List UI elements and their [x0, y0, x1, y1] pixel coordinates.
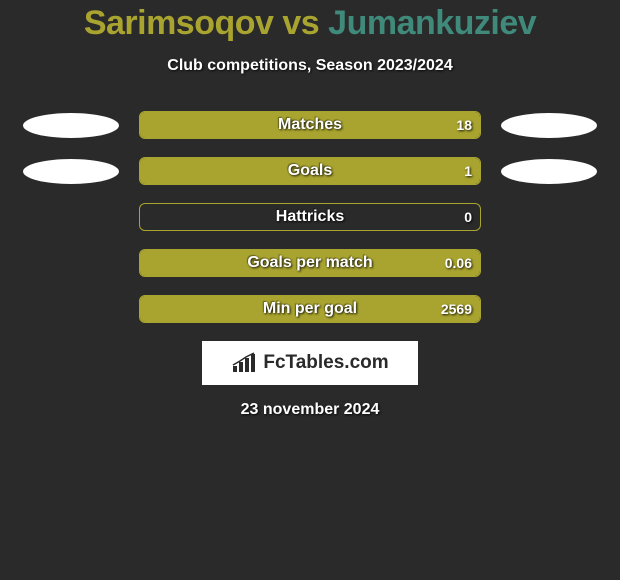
stat-label: Hattricks: [276, 208, 344, 226]
stat-bar: Matches 18: [139, 111, 481, 139]
player2-name: Jumankuziev: [328, 4, 536, 42]
avatar-spacer: [501, 251, 597, 276]
stat-label: Goals per match: [247, 254, 372, 272]
stat-label: Matches: [278, 116, 342, 134]
page-title: Sarimsoqov vs Jumankuziev: [0, 4, 620, 43]
player1-avatar: [23, 159, 119, 184]
source-logo: FcTables.com: [202, 341, 418, 385]
player1-name: Sarimsoqov: [84, 4, 274, 42]
avatar-spacer: [23, 251, 119, 276]
avatar-spacer: [501, 205, 597, 230]
bar-chart-icon: [231, 352, 259, 374]
player2-avatar: [501, 113, 597, 138]
stat-label: Goals: [288, 162, 332, 180]
stat-value-player2: 0: [464, 209, 472, 225]
stat-value-player2: 1: [464, 163, 472, 179]
stats-list: Matches 18 Goals 1 Hattricks 0 Goals per match…: [0, 111, 620, 323]
date-text: 23 november 2024: [0, 401, 620, 419]
subtitle: Club competitions, Season 2023/2024: [0, 57, 620, 75]
comparison-card: Sarimsoqov vs Jumankuziev Club competiti…: [0, 0, 620, 419]
stat-bar: Hattricks 0: [139, 203, 481, 231]
stat-bar: Min per goal 2569: [139, 295, 481, 323]
avatar-spacer: [23, 205, 119, 230]
stat-row: Hattricks 0: [0, 203, 620, 231]
vs-text: vs: [273, 4, 328, 42]
stat-bar: Goals per match 0.06: [139, 249, 481, 277]
player1-avatar: [23, 113, 119, 138]
avatar-spacer: [501, 297, 597, 322]
stat-row: Goals 1: [0, 157, 620, 185]
stat-value-player2: 2569: [441, 301, 472, 317]
stat-value-player2: 18: [456, 117, 472, 133]
player2-avatar: [501, 159, 597, 184]
stat-bar: Goals 1: [139, 157, 481, 185]
stat-value-player2: 0.06: [445, 255, 472, 271]
stat-row: Matches 18: [0, 111, 620, 139]
stat-row: Min per goal 2569: [0, 295, 620, 323]
logo-text: FcTables.com: [263, 352, 388, 374]
stat-row: Goals per match 0.06: [0, 249, 620, 277]
stat-label: Min per goal: [263, 300, 357, 318]
avatar-spacer: [23, 297, 119, 322]
